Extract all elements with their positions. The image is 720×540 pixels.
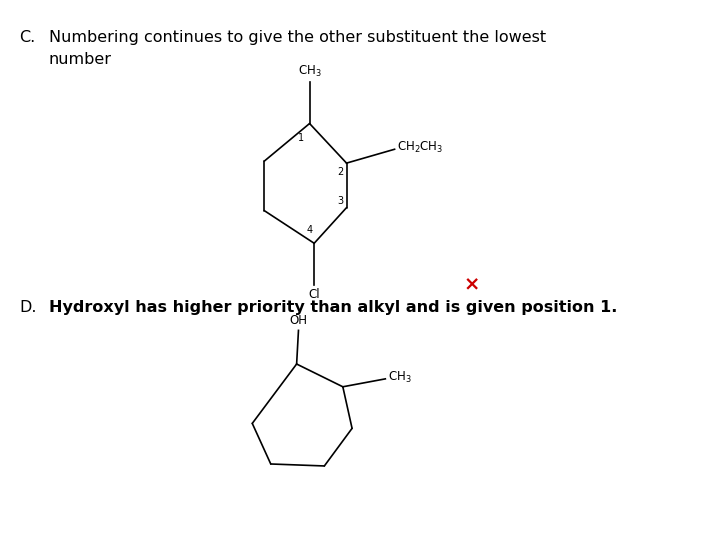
Text: 4: 4 bbox=[306, 225, 312, 235]
Text: C.: C. bbox=[19, 30, 36, 45]
Text: ×: × bbox=[463, 275, 480, 294]
Text: 2: 2 bbox=[338, 167, 343, 177]
Text: D.: D. bbox=[19, 300, 37, 315]
Text: Cl: Cl bbox=[308, 288, 320, 301]
Text: OH: OH bbox=[289, 314, 307, 327]
Text: CH$_3$: CH$_3$ bbox=[297, 64, 321, 79]
Text: 1: 1 bbox=[298, 133, 304, 144]
Text: Hydroxyl has higher priority than alkyl and is given position 1.: Hydroxyl has higher priority than alkyl … bbox=[49, 300, 617, 315]
Text: number: number bbox=[49, 52, 112, 68]
Text: CH$_2$CH$_3$: CH$_2$CH$_3$ bbox=[397, 140, 444, 155]
Text: 3: 3 bbox=[338, 195, 343, 206]
Text: Numbering continues to give the other substituent the lowest: Numbering continues to give the other su… bbox=[49, 30, 546, 45]
Text: CH$_3$: CH$_3$ bbox=[388, 370, 412, 386]
